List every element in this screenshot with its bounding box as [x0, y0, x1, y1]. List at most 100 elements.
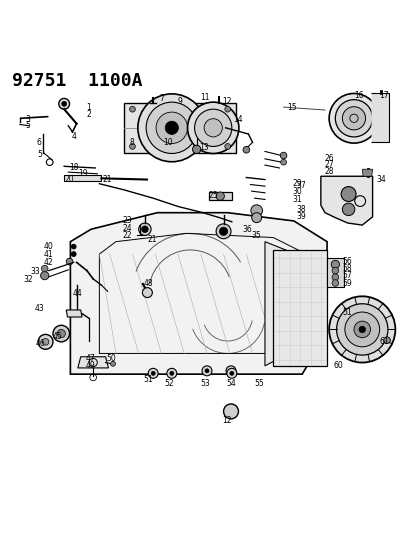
Circle shape: [165, 121, 178, 134]
Text: 39: 39: [296, 212, 306, 221]
Circle shape: [251, 213, 261, 223]
Circle shape: [202, 366, 211, 376]
Circle shape: [242, 147, 249, 153]
Circle shape: [151, 372, 155, 375]
Circle shape: [66, 258, 73, 265]
Text: 51: 51: [143, 375, 153, 384]
Text: 20: 20: [64, 175, 74, 184]
Text: 54: 54: [225, 379, 235, 387]
Text: 41: 41: [44, 249, 54, 259]
Circle shape: [187, 102, 238, 154]
Polygon shape: [361, 169, 372, 176]
Circle shape: [216, 192, 224, 200]
Text: 8: 8: [129, 138, 134, 147]
Text: 44: 44: [73, 289, 83, 298]
Circle shape: [129, 143, 135, 149]
Circle shape: [342, 203, 354, 215]
Circle shape: [38, 334, 53, 349]
Circle shape: [141, 226, 148, 232]
Text: 47: 47: [85, 354, 95, 363]
Circle shape: [223, 404, 238, 419]
Circle shape: [336, 304, 387, 355]
Polygon shape: [273, 250, 326, 366]
Text: 92751  1100A: 92751 1100A: [12, 72, 142, 90]
Text: 59: 59: [341, 279, 351, 288]
Text: 46: 46: [36, 338, 45, 348]
Circle shape: [229, 372, 233, 375]
Text: 15: 15: [286, 103, 296, 111]
Polygon shape: [370, 93, 388, 142]
Text: 4: 4: [71, 132, 76, 141]
Text: 23: 23: [122, 216, 132, 225]
Text: 25: 25: [208, 191, 218, 200]
Circle shape: [148, 368, 158, 378]
Polygon shape: [64, 175, 101, 181]
Polygon shape: [66, 310, 82, 317]
Circle shape: [216, 224, 230, 239]
Text: 1: 1: [86, 103, 91, 111]
Circle shape: [358, 326, 365, 333]
Circle shape: [142, 288, 152, 297]
Circle shape: [53, 325, 69, 342]
Polygon shape: [264, 241, 326, 366]
Circle shape: [344, 312, 379, 347]
Circle shape: [224, 106, 230, 112]
Circle shape: [280, 159, 286, 165]
Circle shape: [225, 366, 235, 376]
Text: 11: 11: [200, 93, 209, 102]
Polygon shape: [78, 357, 108, 368]
Text: 51: 51: [341, 309, 351, 317]
Circle shape: [146, 102, 197, 154]
Text: 9: 9: [177, 97, 182, 106]
Circle shape: [353, 321, 370, 338]
Polygon shape: [124, 103, 235, 152]
Circle shape: [204, 119, 222, 137]
Text: 50: 50: [106, 354, 116, 363]
Text: 61: 61: [378, 337, 388, 346]
Circle shape: [328, 93, 378, 143]
Circle shape: [331, 280, 338, 286]
Circle shape: [383, 337, 389, 343]
Text: 16: 16: [354, 92, 363, 100]
Text: 2: 2: [86, 110, 91, 119]
Circle shape: [228, 369, 233, 373]
Text: 42: 42: [44, 258, 54, 267]
Circle shape: [328, 296, 394, 362]
Circle shape: [330, 260, 339, 269]
Circle shape: [331, 274, 338, 280]
Text: 53: 53: [199, 379, 209, 387]
Circle shape: [42, 338, 49, 345]
Text: 3: 3: [26, 115, 31, 124]
Text: 60: 60: [333, 360, 343, 369]
Circle shape: [224, 143, 230, 149]
Text: 33: 33: [30, 267, 40, 276]
Text: 57: 57: [341, 271, 351, 280]
Text: 36: 36: [242, 225, 252, 234]
Text: 32: 32: [23, 275, 33, 284]
Text: 26: 26: [323, 154, 333, 163]
Text: 19: 19: [78, 169, 88, 178]
Circle shape: [71, 252, 76, 256]
Circle shape: [169, 372, 173, 375]
Text: 14: 14: [233, 115, 242, 124]
Text: 31: 31: [292, 195, 301, 204]
Circle shape: [110, 361, 115, 366]
Circle shape: [62, 101, 66, 106]
Circle shape: [204, 369, 209, 373]
Text: 6: 6: [37, 138, 42, 147]
Circle shape: [166, 368, 176, 378]
Text: 49: 49: [85, 360, 95, 369]
Text: 55: 55: [253, 379, 263, 387]
Circle shape: [40, 271, 49, 280]
Text: 12: 12: [222, 97, 231, 106]
Text: 10: 10: [162, 138, 172, 147]
Text: 34: 34: [376, 175, 386, 184]
Text: 12: 12: [222, 416, 231, 425]
Circle shape: [331, 268, 338, 274]
Circle shape: [138, 94, 205, 161]
Circle shape: [138, 223, 151, 236]
Polygon shape: [320, 176, 372, 225]
Text: 21: 21: [102, 175, 111, 184]
Text: 40: 40: [44, 242, 54, 251]
Circle shape: [194, 109, 231, 147]
